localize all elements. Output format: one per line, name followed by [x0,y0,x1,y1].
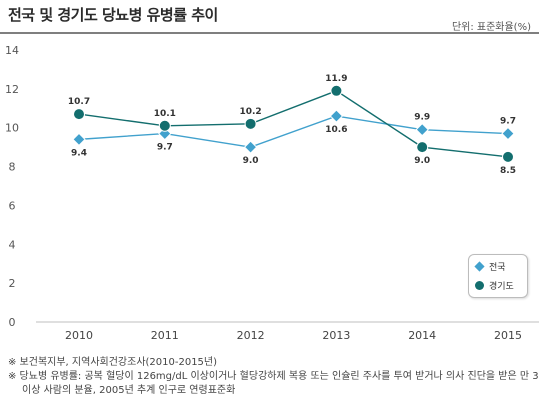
data-label: 9.4 [71,148,87,158]
title-divider [0,32,539,34]
chart-legend: 전국 경기도 [468,254,528,298]
data-label: 9.7 [500,117,516,127]
y-tick-label: 4 [9,238,16,251]
data-label: 9.0 [414,156,430,166]
data-label: 10.1 [154,109,176,119]
circle-marker-icon [475,280,484,290]
x-tick-label: 2011 [151,329,179,342]
data-point-circle [502,150,514,163]
series-line-0 [78,115,509,148]
y-tick-label: 10 [5,122,19,135]
data-point-diamond [243,140,258,154]
unit-label: 단위: 표준화율(%) [451,22,531,33]
y-tick-label: 0 [9,316,16,329]
data-label: 9.0 [243,156,259,166]
y-tick-label: 8 [9,161,16,174]
data-point-circle [244,117,257,130]
x-tick-label: 2014 [408,329,436,342]
footnote-definition: ※ 당뇨병 유병률: 공복 혈당이 126mg/dL 이상이거나 혈당강하제 복… [8,371,539,382]
y-tick-label: 12 [5,83,19,96]
data-label: 11.9 [325,74,347,84]
y-tick-label: 2 [9,277,16,290]
x-tick-label: 2013 [322,329,350,342]
data-label: 8.5 [500,166,516,176]
line-chart: 0 2 4 6 8 10 12 14 2010 2011 2012 2013 2014 2015 9.4 9.… [5,44,539,342]
y-tick-label: 6 [9,199,16,212]
chart-title: 전국 및 경기도 당뇨병 유병률 추이 [8,6,218,24]
data-point-circle [73,108,85,121]
x-tick-label: 2010 [65,329,93,342]
data-point-circle [158,119,171,132]
diamond-marker-icon [474,260,485,272]
legend-label-gyeonggi: 경기도 [489,281,514,292]
footnote-definition-cont: 이상 사람의 분율, 2005년 추계 인구로 연령표준화 [22,385,236,396]
x-tick-label: 2012 [237,329,265,342]
data-point-diamond [501,126,515,141]
footnotes: ※ 보건복지부, 지역사회건강조사(2010-2015년) ※ 당뇨병 유병률:… [8,356,539,398]
data-label: 10.7 [68,97,90,107]
x-tick-label: 2015 [494,329,522,342]
y-tick-label: 14 [5,44,19,57]
data-point-diamond [415,122,429,137]
data-point-diamond [329,109,344,123]
data-point-diamond [72,132,86,147]
legend-label-national: 전국 [489,262,506,273]
data-point-circle [416,141,429,154]
legend-item-national: 전국 [469,258,527,274]
data-label: 10.6 [325,125,347,135]
series-line-1 [78,90,509,158]
data-label: 10.2 [239,107,261,117]
footnote-source: ※ 보건복지부, 지역사회건강조사(2010-2015년) [8,357,218,368]
legend-item-gyeonggi: 경기도 [469,277,527,293]
data-label: 9.7 [157,143,173,153]
data-label: 9.9 [414,113,430,123]
data-point-circle [330,84,343,97]
